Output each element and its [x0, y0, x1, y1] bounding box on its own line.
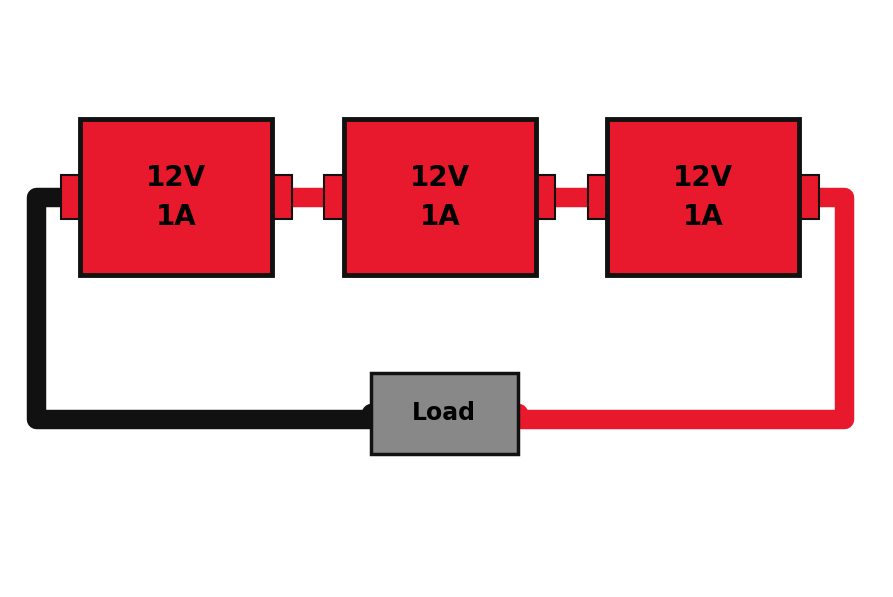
Text: 12V
1A: 12V 1A [410, 164, 470, 230]
FancyBboxPatch shape [80, 119, 272, 275]
FancyBboxPatch shape [61, 174, 80, 219]
Text: 12V
1A: 12V 1A [673, 164, 733, 230]
FancyBboxPatch shape [799, 174, 819, 219]
FancyBboxPatch shape [272, 174, 292, 219]
FancyBboxPatch shape [344, 119, 536, 275]
FancyBboxPatch shape [536, 174, 555, 219]
Text: 12V
1A: 12V 1A [146, 164, 206, 230]
FancyBboxPatch shape [371, 373, 518, 454]
FancyBboxPatch shape [324, 174, 344, 219]
FancyBboxPatch shape [588, 174, 607, 219]
FancyBboxPatch shape [607, 119, 799, 275]
Text: Load: Load [413, 401, 476, 426]
